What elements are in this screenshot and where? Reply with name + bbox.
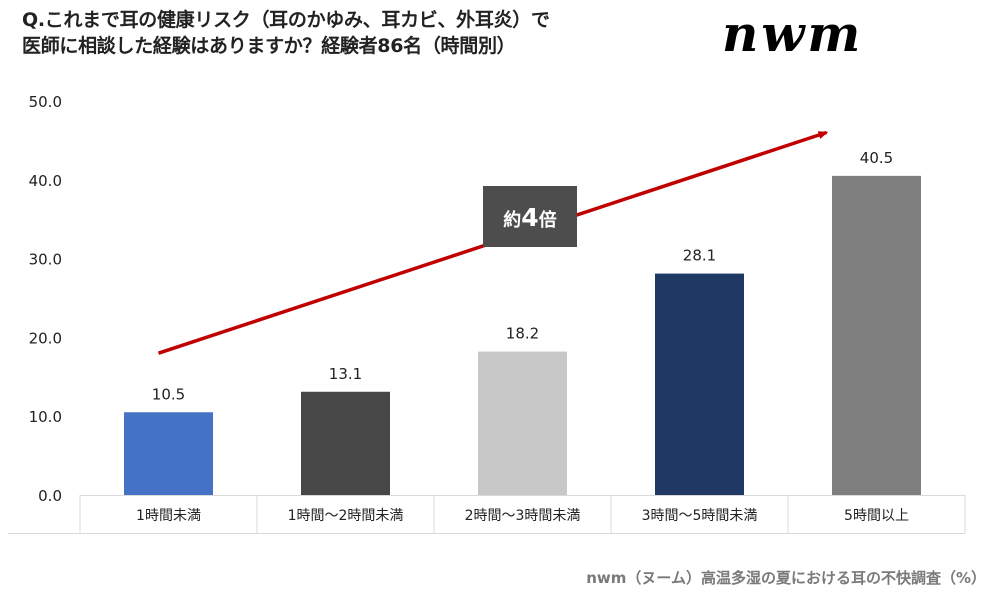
y-axis: 0.0 10.0 20.0 30.0 40.0 50.0	[29, 93, 62, 505]
source-note: nwm（ヌーム）高温多湿の夏における耳の不快調査（%）	[586, 569, 986, 587]
category-label: 2時間〜3時間未満	[465, 508, 581, 524]
bar	[655, 273, 744, 495]
y-tick-label: 20.0	[29, 329, 62, 347]
callout-background	[483, 186, 577, 247]
y-tick-label: 30.0	[29, 251, 62, 269]
y-tick-label: 10.0	[29, 408, 62, 426]
data-label: 10.5	[152, 385, 185, 403]
chart-title: Q.これまで耳の健康リスク（耳のかゆみ、耳カビ、外耳炎）で 医師に相談した経験は…	[22, 7, 550, 59]
y-tick-label: 40.0	[29, 172, 62, 190]
bar	[124, 412, 213, 495]
category-label: 1時間未満	[136, 508, 201, 524]
title-line-2: 医師に相談した経験はありますか？経験者86名（時間別）	[22, 35, 516, 57]
bar	[832, 175, 921, 496]
callout-prefix: 約	[503, 209, 521, 231]
data-label: 40.5	[860, 149, 893, 167]
callout-suffix: 倍	[539, 209, 557, 231]
bar	[301, 391, 390, 495]
category-label: 3時間〜5時間未満	[642, 508, 758, 524]
y-tick-label: 0.0	[38, 487, 62, 505]
callout-box: 約4倍	[483, 186, 577, 247]
callout-label: 約4倍	[503, 203, 556, 232]
data-labels: 10.5 13.1 18.2 28.1 40.5	[152, 149, 893, 403]
bar	[478, 351, 567, 495]
data-label: 18.2	[506, 325, 539, 343]
y-tick-label: 50.0	[29, 93, 62, 111]
brand-logo: nwm	[722, 4, 864, 63]
callout-number: 4	[521, 203, 538, 232]
data-label: 28.1	[683, 247, 716, 265]
category-label: 5時間以上	[844, 508, 909, 524]
category-table	[8, 495, 966, 534]
data-label: 13.1	[329, 365, 362, 383]
category-label: 1時間〜2時間未満	[288, 508, 404, 524]
x-axis-categories: 1時間未満 1時間〜2時間未満 2時間〜3時間未満 3時間〜5時間未満 5時間以上	[136, 508, 909, 524]
bars	[124, 175, 921, 496]
title-line-1: Q.これまで耳の健康リスク（耳のかゆみ、耳カビ、外耳炎）で	[22, 9, 550, 31]
